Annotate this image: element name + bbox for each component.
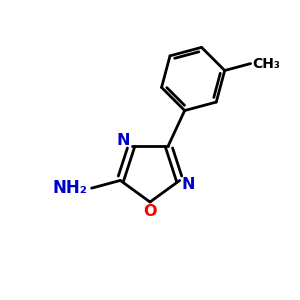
Text: N: N [117,133,130,148]
Text: O: O [143,204,157,219]
Text: N: N [181,176,195,191]
Text: CH₃: CH₃ [252,57,280,70]
Text: NH₂: NH₂ [52,179,87,197]
